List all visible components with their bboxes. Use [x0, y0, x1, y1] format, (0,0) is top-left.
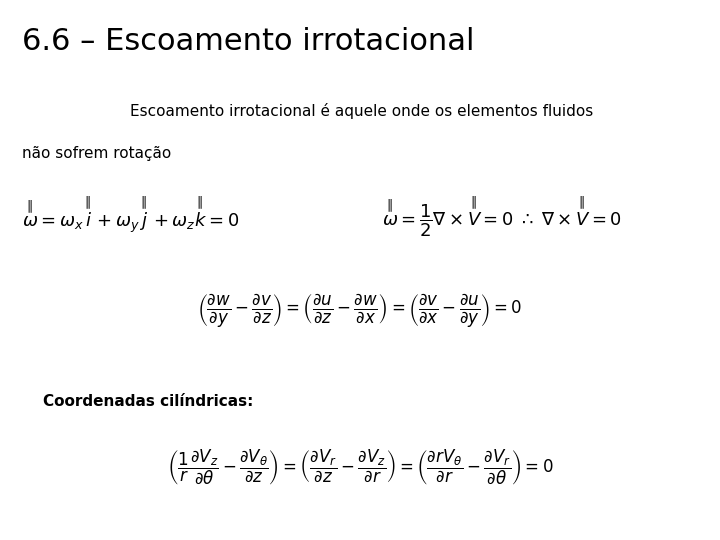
Text: Escoamento irrotacional é aquele onde os elementos fluidos: Escoamento irrotacional é aquele onde os…: [130, 103, 593, 119]
Text: $\left(\dfrac{1}{r}\dfrac{\partial V_z}{\partial \theta} - \dfrac{\partial V_\th: $\left(\dfrac{1}{r}\dfrac{\partial V_z}{…: [167, 448, 553, 488]
Text: $\overset{\parallel}{\omega} = \dfrac{1}{2}\nabla \times \overset{\parallel}{V} : $\overset{\parallel}{\omega} = \dfrac{1}…: [382, 194, 621, 239]
Text: Coordenadas cilíndricas:: Coordenadas cilíndricas:: [43, 394, 253, 409]
Text: não sofrem rotação: não sofrem rotação: [22, 146, 171, 161]
Text: 6.6 – Escoamento irrotacional: 6.6 – Escoamento irrotacional: [22, 27, 474, 56]
Text: $\overset{\parallel}{\omega} = \omega_x\overset{\parallel}{i} + \omega_y\overset: $\overset{\parallel}{\omega} = \omega_x\…: [22, 194, 239, 235]
Text: $\left(\dfrac{\partial w}{\partial y} - \dfrac{\partial v}{\partial z}\right) = : $\left(\dfrac{\partial w}{\partial y} - …: [197, 292, 523, 330]
